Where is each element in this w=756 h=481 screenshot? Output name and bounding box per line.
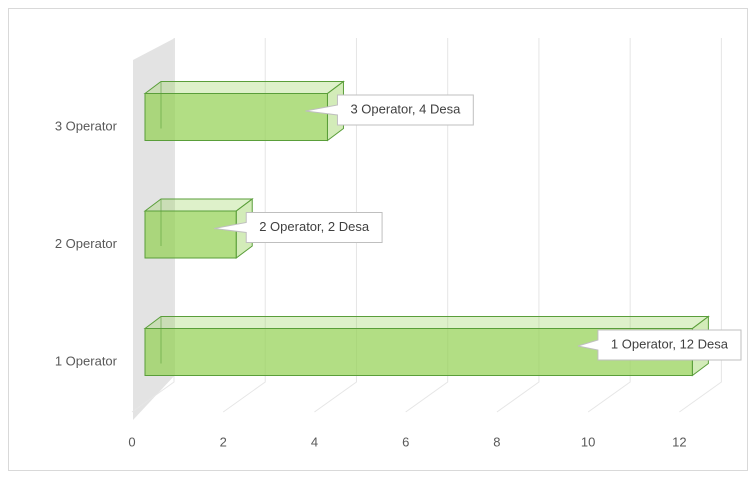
grid-line bbox=[587, 38, 631, 413]
y-tick-label: 2 Operator bbox=[55, 236, 118, 251]
x-tick-label: 12 bbox=[672, 434, 686, 449]
data-label-text: 2 Operator, 2 Desa bbox=[259, 219, 370, 234]
x-tick-label: 2 bbox=[220, 434, 227, 449]
x-tick-label: 10 bbox=[581, 434, 595, 449]
x-tick-label: 8 bbox=[493, 434, 500, 449]
y-tick-label: 1 Operator bbox=[55, 353, 118, 368]
grid-line bbox=[405, 38, 449, 413]
bar bbox=[143, 198, 254, 259]
bar-front bbox=[144, 93, 328, 141]
bar-top bbox=[143, 316, 710, 329]
data-label: 2 Operator, 2 Desa bbox=[214, 212, 383, 243]
grid-line bbox=[314, 38, 357, 413]
data-label: 1 Operator, 12 Desa bbox=[577, 329, 742, 361]
data-label-box bbox=[214, 212, 383, 243]
x-tick-label: 4 bbox=[311, 434, 318, 449]
data-label-box bbox=[577, 329, 742, 361]
grid-line bbox=[496, 38, 540, 413]
data-label: 3 Operator, 4 Desa bbox=[305, 94, 474, 126]
bar-top bbox=[143, 81, 345, 94]
grid-line bbox=[222, 38, 266, 413]
x-tick-label: 6 bbox=[402, 434, 409, 449]
bar-front bbox=[144, 210, 237, 259]
data-label-text: 3 Operator, 4 Desa bbox=[350, 101, 461, 116]
grid-line bbox=[679, 38, 722, 413]
grid-line bbox=[131, 38, 175, 413]
data-label-text: 1 Operator, 12 Desa bbox=[611, 336, 729, 351]
data-label-box bbox=[305, 94, 474, 126]
x-tick-label: 0 bbox=[128, 434, 135, 449]
y-tick-label: 3 Operator bbox=[55, 118, 118, 133]
